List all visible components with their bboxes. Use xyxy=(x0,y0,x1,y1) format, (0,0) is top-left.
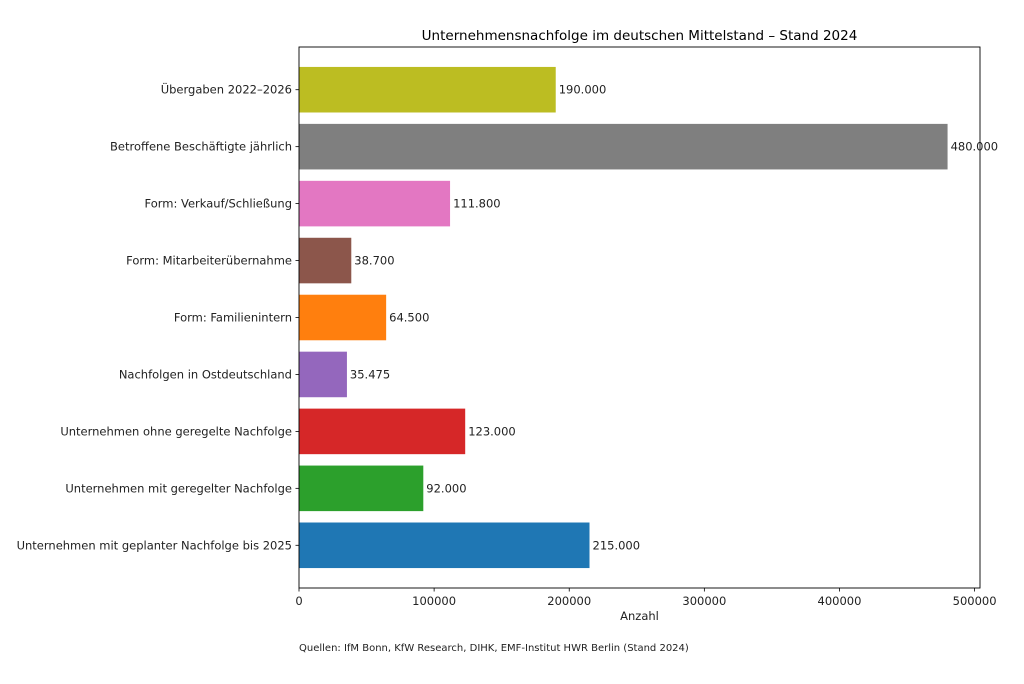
y-tick-label: Unternehmen ohne geregelte Nachfolge xyxy=(60,424,292,438)
y-tick-label: Form: Mitarbeiterübernahme xyxy=(126,254,292,268)
plot-frame xyxy=(298,46,981,589)
x-tick-label: 500000 xyxy=(953,594,997,608)
y-tick-label: Form: Verkauf/Schließung xyxy=(145,197,293,211)
bar-value-label: 123.000 xyxy=(468,424,516,438)
x-tick-label: 100000 xyxy=(412,594,456,608)
bar-value-label: 38.700 xyxy=(354,254,394,268)
bar xyxy=(299,123,948,170)
bar xyxy=(299,180,451,227)
bar-labels-layer: 215.000 92.000 123.000 35.475 64.500 38.700 11… xyxy=(350,83,998,553)
bar-value-label: 480.000 xyxy=(951,140,999,154)
bar-value-label: 215.000 xyxy=(593,538,641,552)
x-axis-label: Anzahl xyxy=(620,609,659,623)
bar xyxy=(299,522,590,569)
y-axis: Unternehmen mit geplanter Nachfolge bis … xyxy=(17,81,299,552)
x-tick-label: 0 xyxy=(295,594,302,608)
y-tick-label: Übergaben 2022–2026 xyxy=(161,81,292,97)
source-note: Quellen: IfM Bonn, KfW Research, DIHK, E… xyxy=(299,643,689,654)
bar xyxy=(299,408,466,455)
x-tick-label: 400000 xyxy=(818,594,862,608)
bar xyxy=(299,66,556,113)
bar-value-label: 190.000 xyxy=(559,83,607,97)
bar xyxy=(299,465,424,512)
bars-layer xyxy=(299,66,948,569)
bar-value-label: 92.000 xyxy=(426,481,466,495)
bar-value-label: 111.800 xyxy=(453,197,501,211)
x-tick-label: 200000 xyxy=(547,594,591,608)
bar-value-label: 64.500 xyxy=(389,311,429,325)
y-tick-label: Unternehmen mit geregelter Nachfolge xyxy=(65,481,292,495)
y-tick-label: Form: Familienintern xyxy=(174,311,292,325)
bar-value-label: 35.475 xyxy=(350,367,390,381)
bar xyxy=(299,351,347,398)
bar xyxy=(299,237,352,284)
x-axis: 0 100000 200000 300000 400000 500000 xyxy=(295,588,997,608)
y-tick-label: Nachfolgen in Ostdeutschland xyxy=(119,367,292,381)
y-tick-label: Unternehmen mit geplanter Nachfolge bis … xyxy=(17,538,292,552)
y-tick-label: Betroffene Beschäftigte jährlich xyxy=(110,140,292,154)
bar xyxy=(299,294,387,341)
chart-title: Unternehmensnachfolge im deutschen Mitte… xyxy=(422,28,858,44)
x-tick-label: 300000 xyxy=(682,594,726,608)
